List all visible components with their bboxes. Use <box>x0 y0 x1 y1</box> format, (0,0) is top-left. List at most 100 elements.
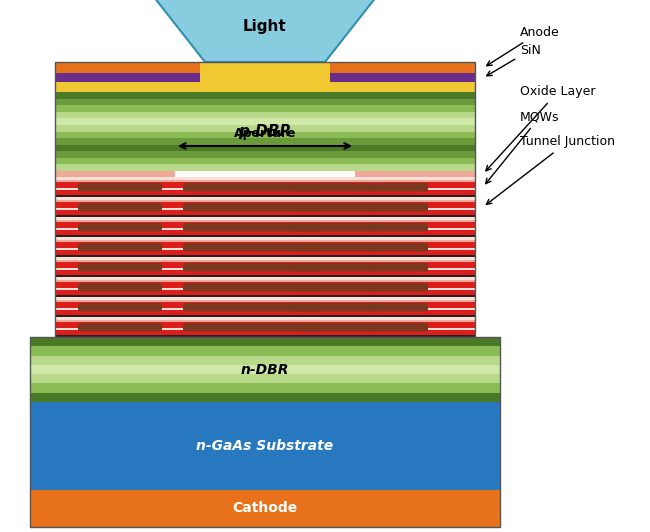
Text: n-DBR: n-DBR <box>240 362 289 377</box>
FancyBboxPatch shape <box>293 283 377 292</box>
Bar <box>55 260 475 262</box>
Bar <box>55 247 475 250</box>
Bar <box>55 217 475 220</box>
Bar <box>55 215 475 217</box>
Bar <box>55 98 475 105</box>
FancyBboxPatch shape <box>293 183 377 192</box>
Bar <box>30 337 500 527</box>
FancyBboxPatch shape <box>293 303 377 311</box>
FancyBboxPatch shape <box>78 303 162 311</box>
Text: p-DBR: p-DBR <box>239 124 292 139</box>
Bar <box>30 393 500 402</box>
FancyBboxPatch shape <box>263 263 323 271</box>
Bar <box>55 105 475 112</box>
Bar <box>30 402 500 490</box>
FancyBboxPatch shape <box>263 303 323 311</box>
Bar <box>30 337 500 346</box>
FancyBboxPatch shape <box>78 283 162 292</box>
FancyBboxPatch shape <box>183 303 267 311</box>
FancyBboxPatch shape <box>368 243 428 252</box>
Bar <box>55 307 475 310</box>
FancyBboxPatch shape <box>183 203 267 211</box>
FancyBboxPatch shape <box>183 183 267 192</box>
Bar <box>55 177 475 337</box>
FancyBboxPatch shape <box>293 203 377 211</box>
FancyBboxPatch shape <box>78 203 162 211</box>
FancyBboxPatch shape <box>368 203 428 211</box>
FancyBboxPatch shape <box>263 283 323 292</box>
FancyBboxPatch shape <box>368 183 428 192</box>
FancyBboxPatch shape <box>78 223 162 231</box>
Bar <box>30 384 500 393</box>
Bar <box>55 317 475 320</box>
Text: Tunnel Junction: Tunnel Junction <box>486 136 615 204</box>
FancyBboxPatch shape <box>183 243 267 252</box>
Bar <box>55 189 475 195</box>
Bar <box>55 310 475 315</box>
FancyBboxPatch shape <box>368 283 428 292</box>
Bar <box>55 320 475 322</box>
FancyBboxPatch shape <box>368 223 428 231</box>
Bar <box>55 73 475 82</box>
FancyBboxPatch shape <box>263 243 323 252</box>
Bar <box>55 210 475 215</box>
FancyBboxPatch shape <box>293 263 377 271</box>
Bar <box>55 328 475 330</box>
Bar <box>55 187 475 189</box>
Bar <box>55 220 475 222</box>
FancyBboxPatch shape <box>183 283 267 292</box>
Bar <box>55 237 475 240</box>
Bar <box>55 164 475 171</box>
Bar <box>55 118 475 125</box>
Bar <box>55 207 475 210</box>
Bar <box>55 295 475 297</box>
Bar <box>55 297 475 300</box>
Bar <box>55 230 475 235</box>
Bar <box>55 280 475 282</box>
Text: SiN: SiN <box>487 44 541 76</box>
FancyBboxPatch shape <box>183 223 267 231</box>
Bar <box>55 322 475 328</box>
Polygon shape <box>150 0 380 62</box>
FancyBboxPatch shape <box>78 323 162 331</box>
Bar <box>55 228 475 230</box>
FancyBboxPatch shape <box>78 183 162 192</box>
Bar <box>55 200 475 202</box>
FancyBboxPatch shape <box>368 323 428 331</box>
Bar <box>55 282 475 287</box>
FancyBboxPatch shape <box>263 203 323 211</box>
FancyBboxPatch shape <box>78 243 162 252</box>
Bar <box>55 240 475 242</box>
Text: Oxide Layer: Oxide Layer <box>486 86 595 171</box>
Bar <box>55 92 475 98</box>
Bar <box>55 257 475 260</box>
Bar <box>30 355 500 365</box>
Bar <box>55 235 475 237</box>
Bar <box>55 131 475 138</box>
Bar <box>200 62 330 73</box>
FancyBboxPatch shape <box>263 183 323 192</box>
FancyBboxPatch shape <box>263 323 323 331</box>
Bar <box>55 151 475 158</box>
Bar <box>55 180 475 182</box>
Bar <box>30 365 500 374</box>
Bar <box>55 302 475 307</box>
Bar <box>55 145 475 151</box>
Bar <box>55 62 475 73</box>
Text: n-GaAs Substrate: n-GaAs Substrate <box>196 439 333 453</box>
Bar <box>55 268 475 270</box>
Bar <box>55 138 475 145</box>
Bar <box>200 82 330 92</box>
Bar <box>55 315 475 317</box>
Bar <box>55 182 475 187</box>
Text: Aperture: Aperture <box>234 127 296 140</box>
Bar <box>55 158 475 164</box>
Text: Anode: Anode <box>487 26 560 65</box>
Bar <box>55 195 475 197</box>
Bar <box>55 125 475 131</box>
FancyBboxPatch shape <box>293 223 377 231</box>
Bar <box>55 262 475 268</box>
Bar <box>55 300 475 302</box>
Bar <box>55 177 475 180</box>
Bar <box>55 112 475 118</box>
